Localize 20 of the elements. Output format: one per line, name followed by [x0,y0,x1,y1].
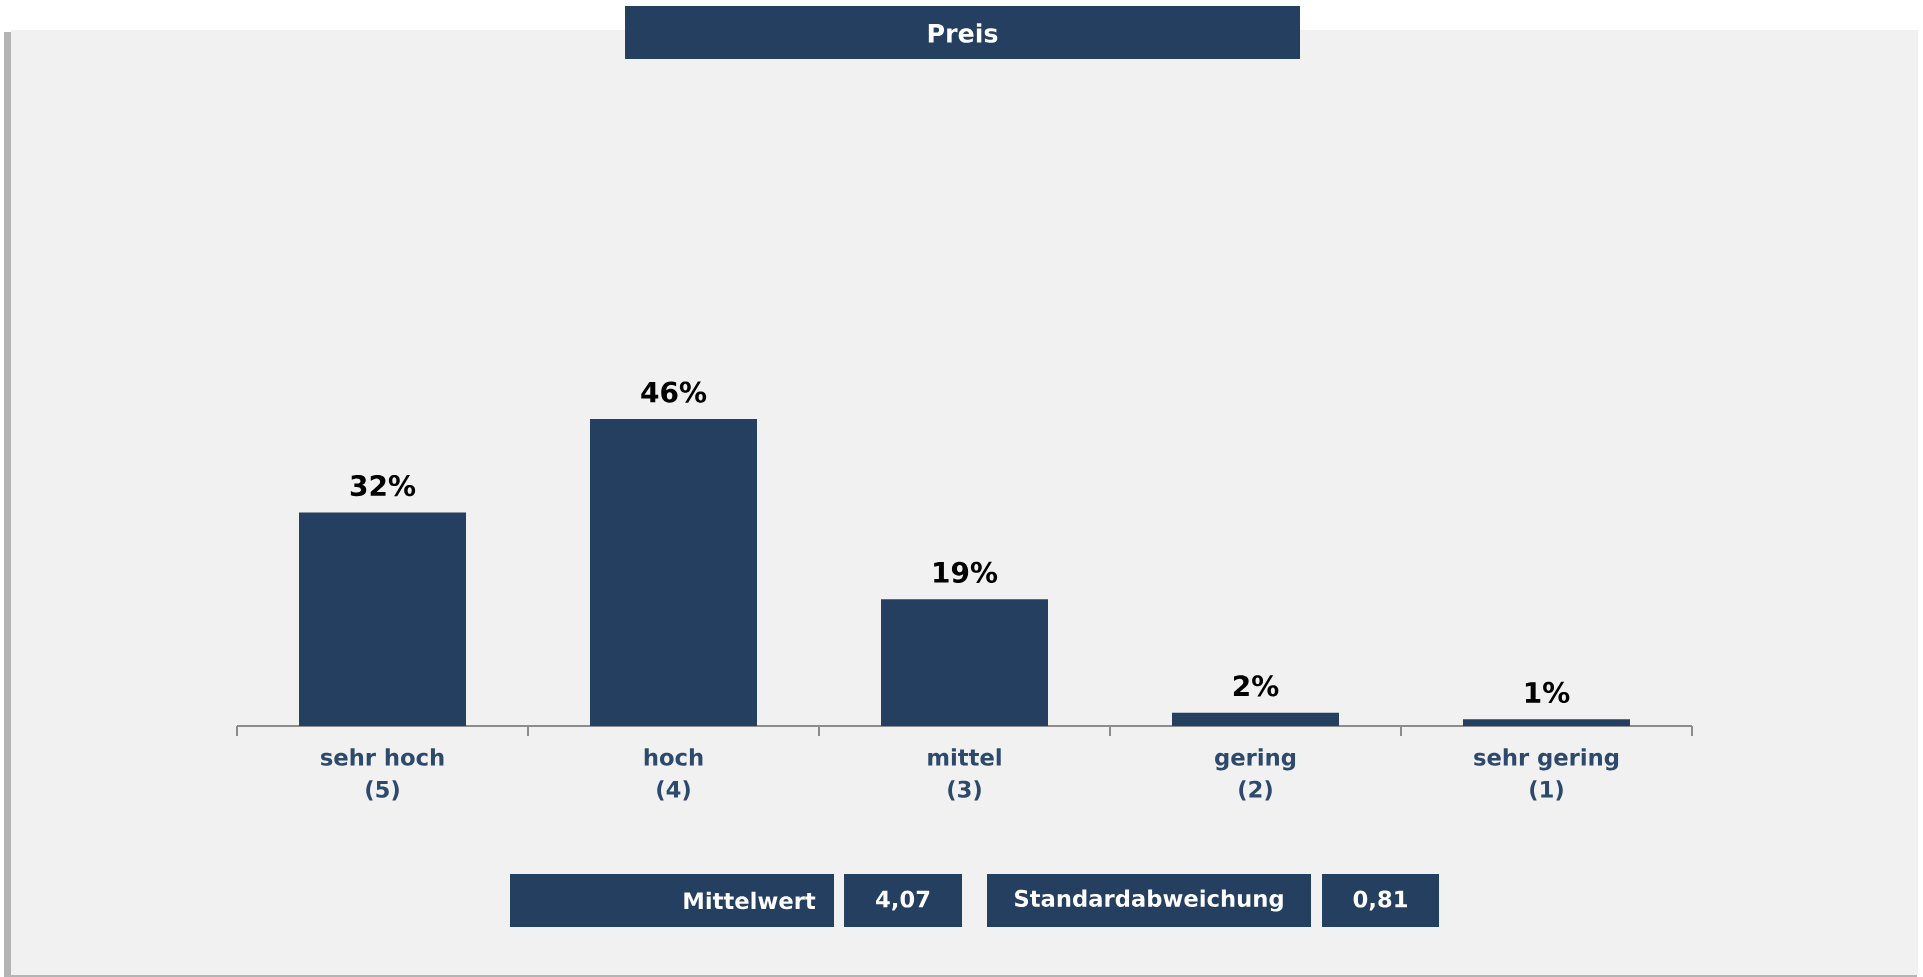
x-tick-label: gering (2) [1215,748,1296,801]
x-tick-label: hoch (4) [644,748,703,801]
text: 0,81 [1353,890,1407,911]
text: Standardabweichung [1015,889,1283,912]
bar [1172,712,1339,726]
data-label: 19% [934,561,998,583]
data-label: 1% [1525,681,1570,704]
data-label: 32% [350,474,416,497]
text: Mittelwert [684,891,816,910]
x-tick-label: mittel (3) [928,748,1001,801]
bar [590,419,757,726]
bar [1462,719,1630,726]
x-tick-label: sehr gering (1) [1474,748,1619,801]
x-tick-label: sehr hoch (5) [321,748,444,801]
chart-title: Preis [928,23,998,43]
text: 4,07 [876,890,930,911]
data-label: 46% [641,381,707,403]
bar [881,599,1048,726]
bar [299,512,467,726]
data-label: 2% [1233,675,1279,697]
